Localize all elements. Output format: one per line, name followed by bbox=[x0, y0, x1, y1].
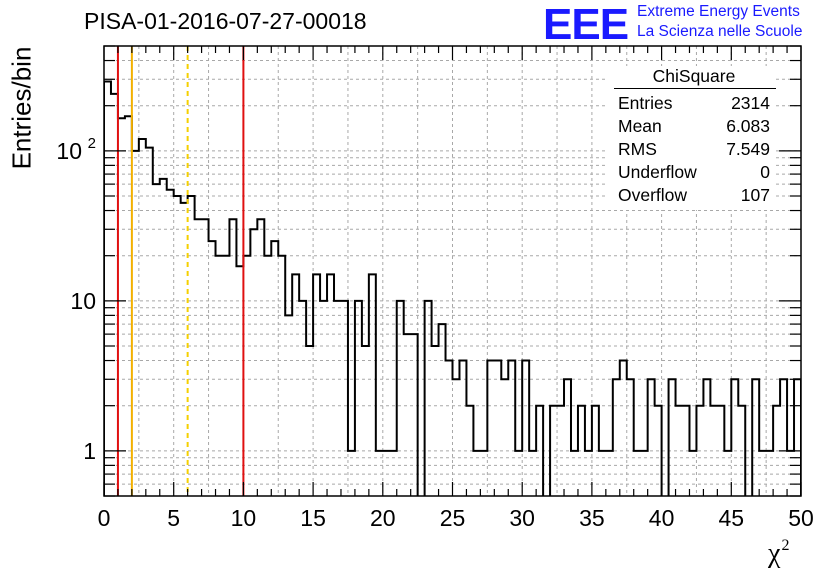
x-axis-label-symbol: χ bbox=[768, 538, 781, 569]
x-tick-label: 25 bbox=[440, 505, 466, 531]
stats-label: Underflow bbox=[618, 162, 697, 182]
stats-label: RMS bbox=[618, 139, 657, 159]
stats-divider bbox=[614, 88, 776, 89]
x-tick-label: 40 bbox=[649, 505, 675, 531]
stats-label: Entries bbox=[618, 93, 673, 113]
stats-row-overflow: Overflow 107 bbox=[618, 185, 770, 206]
stats-label: Mean bbox=[618, 116, 662, 136]
x-tick-label: 35 bbox=[579, 505, 605, 531]
stats-box: ChiSquare Entries 2314 Mean 6.083 RMS 7.549… bbox=[608, 66, 776, 210]
x-axis-label: χ2 bbox=[768, 537, 789, 570]
x-tick-label: 45 bbox=[719, 505, 745, 531]
y-axis-label: Entries/bin bbox=[6, 46, 37, 170]
x-tick-label: 0 bbox=[98, 505, 111, 531]
stats-value: 0 bbox=[760, 162, 770, 182]
stats-value: 7.549 bbox=[726, 139, 770, 159]
y-tick-label: 1 bbox=[83, 438, 96, 464]
x-tick-label: 10 bbox=[231, 505, 257, 531]
y-tick-label: 10 bbox=[56, 138, 82, 164]
stats-value: 6.083 bbox=[726, 116, 770, 136]
stats-row-underflow: Underflow 0 bbox=[618, 162, 770, 183]
x-axis-label-superscript: 2 bbox=[781, 537, 790, 554]
logo-line-2: La Scienza nelle Scuole bbox=[637, 23, 803, 40]
x-tick-label: 20 bbox=[370, 505, 396, 531]
x-tick-label: 50 bbox=[788, 505, 814, 531]
stats-title: ChiSquare bbox=[652, 66, 736, 86]
y-tick-exponent: 2 bbox=[88, 135, 96, 152]
stats-row-rms: RMS 7.549 bbox=[618, 139, 770, 160]
y-tick-label: 10 bbox=[70, 288, 96, 314]
x-tick-label: 30 bbox=[509, 505, 535, 531]
histogram-outline bbox=[104, 80, 801, 496]
x-tick-label: 15 bbox=[300, 505, 326, 531]
stats-value: 2314 bbox=[731, 93, 770, 113]
plot-title: PISA-01-2016-07-27-00018 bbox=[84, 8, 367, 34]
stats-value: 107 bbox=[740, 185, 770, 205]
eee-logo: EEE bbox=[543, 0, 629, 49]
stats-row-mean: Mean 6.083 bbox=[618, 116, 770, 137]
stats-row-entries: Entries 2314 bbox=[618, 93, 770, 114]
stats-label: Overflow bbox=[618, 185, 688, 205]
x-tick-label: 5 bbox=[167, 505, 180, 531]
logo-line-1: Extreme Energy Events bbox=[637, 3, 800, 20]
